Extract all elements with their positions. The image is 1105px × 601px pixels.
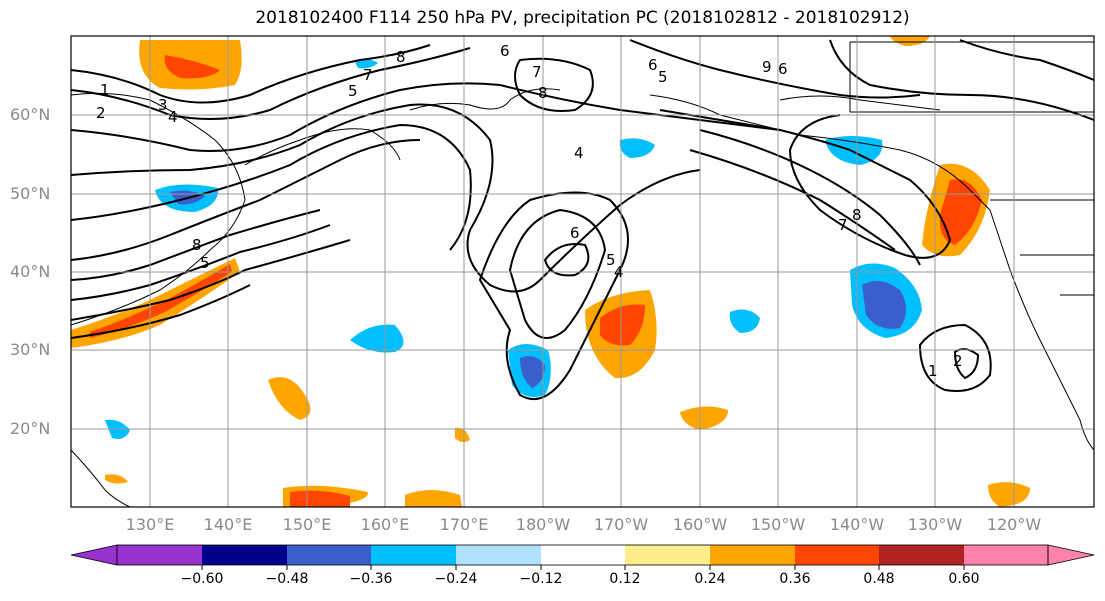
contour-label: 8 <box>538 84 548 102</box>
lat-label-40n: 40°N <box>10 262 51 281</box>
contour-label: 6 <box>500 42 510 60</box>
lat-label-20n: 20°N <box>10 419 51 438</box>
contour-label: 4 <box>614 263 624 281</box>
lon-label: 120°W <box>986 515 1042 534</box>
map-frame <box>70 35 1095 508</box>
contour-label: 7 <box>532 63 542 81</box>
precipitation-shading <box>71 36 1030 507</box>
colorbar-max-arrow <box>1047 544 1095 566</box>
lon-label: 160°E <box>360 515 410 534</box>
colorbar-tick-label: −0.36 <box>349 571 393 587</box>
contour-label: 3 <box>158 96 168 114</box>
contour-label: 7 <box>838 216 848 234</box>
colorbar-tick-label: 0.36 <box>779 571 811 587</box>
pv-contours <box>70 39 1095 400</box>
gridlines <box>71 36 1094 507</box>
contour-label: 8 <box>852 206 862 224</box>
map-title: 2018102400 F114 250 hPa PV, precipitatio… <box>255 8 910 28</box>
contour-label: 5 <box>606 251 616 269</box>
contour-label: 1 <box>928 362 938 380</box>
lon-label: 140°E <box>203 515 253 534</box>
colorbar-tick-label: −0.24 <box>434 571 478 587</box>
lon-label: 150°E <box>282 515 332 534</box>
lon-label: 160°W <box>672 515 728 534</box>
colorbar-tick-label: 0.60 <box>948 571 980 587</box>
contour-label: 5 <box>200 254 210 272</box>
contour-label: 6 <box>570 224 580 242</box>
colorbar-tick-label: −0.60 <box>180 571 224 587</box>
contour-label: 4 <box>168 108 178 126</box>
lat-label-60n: 60°N <box>10 105 51 124</box>
colorbar-tick-label: 0.48 <box>863 571 895 587</box>
contour-label: 5 <box>658 68 668 86</box>
contour-label: 2 <box>953 352 963 370</box>
lon-label: 170°W <box>593 515 649 534</box>
lon-label: 130°W <box>907 515 963 534</box>
contour-label: 8 <box>396 48 406 66</box>
colorbar-tick-label: −0.48 <box>265 571 309 587</box>
contour-label: 2 <box>96 104 106 122</box>
colorbar <box>70 544 1095 570</box>
lon-label: 170°E <box>439 515 489 534</box>
colorbar-tick-label: −0.12 <box>519 571 563 587</box>
colorbar-tick-label: 0.24 <box>694 571 726 587</box>
contour-label: 4 <box>574 144 584 162</box>
lon-label: 150°W <box>750 515 806 534</box>
contour-label: 9 <box>762 58 772 76</box>
lon-label: 140°W <box>829 515 885 534</box>
lat-label-50n: 50°N <box>10 184 51 203</box>
contour-label: 1 <box>100 81 110 99</box>
contour-labels: 1 2 3 4 5 6 7 8 8 7 6 5 4 6 4 5 8 7 6 9 … <box>96 42 963 380</box>
contour-label: 8 <box>192 236 202 254</box>
colorbar-tick-label: 0.12 <box>609 571 641 587</box>
colorbar-min-arrow <box>70 544 118 566</box>
contour-label: 6 <box>778 60 788 78</box>
lon-label: 130°E <box>125 515 175 534</box>
contour-label: 6 <box>648 56 658 74</box>
lat-label-30n: 30°N <box>10 340 51 359</box>
contour-label: 7 <box>363 66 373 84</box>
lon-label: 180°W <box>515 515 571 534</box>
contour-label: 5 <box>348 82 358 100</box>
